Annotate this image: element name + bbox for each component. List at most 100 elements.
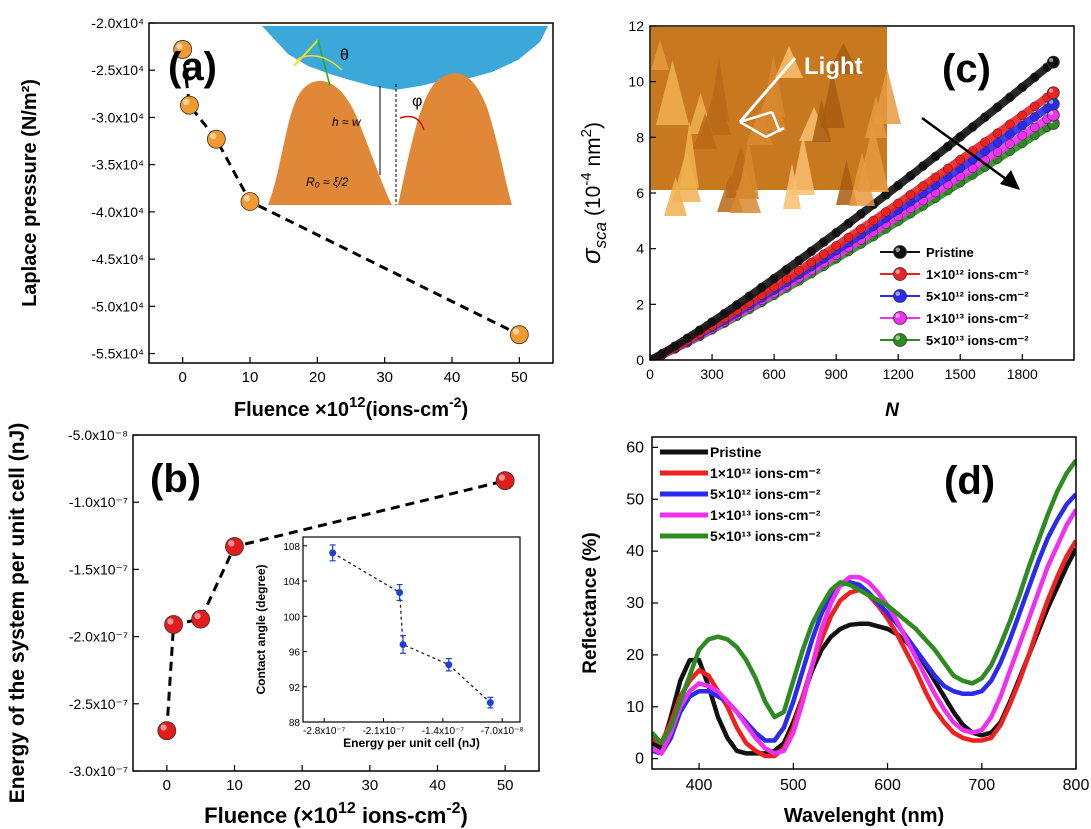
series-marker-c-0-52 bbox=[967, 122, 978, 132]
panel-label-b: (b) bbox=[150, 457, 201, 501]
x-tick-label-a-3: 30 bbox=[376, 369, 393, 386]
y-tick-label-d-1: 10 bbox=[626, 699, 644, 716]
series-group-c bbox=[650, 55, 1060, 360]
series-marker-c-3-60 bbox=[1017, 130, 1028, 141]
legend-label-c-1: 1×10¹² ions-cm⁻² bbox=[926, 267, 1029, 282]
texture-peak-17 bbox=[820, 71, 845, 128]
series-marker-c-0-4 bbox=[670, 341, 680, 351]
legend-label-d-0: Pristine bbox=[710, 444, 762, 460]
y-axis-label-d: Reflectance (%) bbox=[580, 532, 601, 674]
series-group-d bbox=[652, 458, 1076, 759]
series-marker-c-0-0 bbox=[650, 355, 655, 360]
r0-label: R₀ ≈ ξ/2 bbox=[306, 175, 349, 189]
y-tick-label-c-6: 12 bbox=[628, 18, 644, 34]
series-marker-c-0-48 bbox=[943, 141, 953, 152]
x-tick-label-a-1: 10 bbox=[242, 369, 259, 386]
series-marker-c-1-38 bbox=[881, 207, 891, 217]
y-tick-label-a-2: -3.0x10⁴ bbox=[91, 109, 144, 125]
point-b-1-highlight bbox=[167, 618, 174, 625]
series-end-c-3-highlight bbox=[1049, 110, 1054, 116]
x-tick-label-a-2: 20 bbox=[309, 369, 326, 386]
x-tick-label-d-4: 800 bbox=[1063, 777, 1090, 794]
y-axis-label-b: Energy of the system per unit cell (nJ) bbox=[6, 423, 29, 803]
series-marker-c-1-46 bbox=[930, 172, 941, 183]
series-marker-c-0-62 bbox=[1029, 72, 1040, 83]
inset-x-axis-label: Energy per unit cell (nJ) bbox=[343, 736, 480, 750]
x-tick-label-a-0: 0 bbox=[178, 369, 186, 386]
x-tick-label-a-4: 40 bbox=[444, 369, 461, 386]
inset-schematic: θ φ h ≈ w R₀ ≈ ξ/2 bbox=[262, 26, 548, 205]
trend-arrow-line bbox=[921, 116, 1011, 184]
inset-x-tick-label-2: -1.4x10⁻⁷ bbox=[422, 726, 465, 737]
texture-peak-5 bbox=[836, 160, 857, 205]
texture-peak-26 bbox=[693, 113, 717, 149]
inset-point-4 bbox=[486, 699, 494, 707]
series-marker-c-3-56 bbox=[992, 147, 1003, 157]
point-a-3 bbox=[240, 192, 260, 211]
y-tick-label-d-5: 50 bbox=[626, 491, 644, 508]
x-tick-label-c-1: 300 bbox=[700, 366, 724, 382]
series-line-b bbox=[165, 479, 506, 731]
theta-arc bbox=[295, 55, 343, 71]
theta-ray-yellow bbox=[293, 39, 319, 67]
series-marker-c-1-32 bbox=[843, 232, 854, 243]
series-line-d-3 bbox=[652, 508, 1076, 756]
texture-peak-13 bbox=[672, 149, 701, 202]
theta-label: θ bbox=[340, 47, 349, 64]
series-marker-c-2-62 bbox=[1029, 112, 1040, 122]
legend-marker-c-3 bbox=[893, 311, 907, 325]
series-line-d-1 bbox=[652, 539, 1076, 759]
light-arrow-scatter bbox=[739, 110, 785, 139]
series-marker-c-3-62 bbox=[1029, 122, 1040, 133]
panel-c: Light 0 300 600 900 1200 1500 1800 0 2 4 6 8 10 12 Pris… bbox=[576, 18, 1075, 421]
legend-marker-c-3-highlight bbox=[895, 313, 900, 318]
y-tick-label-d-3: 30 bbox=[626, 595, 644, 612]
x-tick-label-b-5: 50 bbox=[497, 777, 514, 794]
series-marker-c-0-14 bbox=[732, 300, 742, 310]
point-b-3-highlight bbox=[228, 540, 235, 547]
series-end-c-1 bbox=[1046, 86, 1060, 100]
h-label: h ≈ w bbox=[332, 115, 362, 129]
series-marker-c-1-28 bbox=[818, 249, 829, 259]
light-arrow-main bbox=[738, 57, 797, 123]
series-marker-c-0-24 bbox=[794, 255, 804, 266]
point-b-2 bbox=[191, 609, 211, 629]
panel-label-c: (c) bbox=[942, 47, 991, 91]
x-tick-label-d-3: 700 bbox=[968, 777, 995, 794]
series-marker-c-1-58 bbox=[1005, 119, 1015, 130]
trend-arrow-head bbox=[1000, 170, 1020, 190]
x-axis-label-b: Fluence (×1012 ions-cm-2) bbox=[204, 800, 468, 828]
panel-d: 400 500 600 700 800 0 10 20 30 40 50 60 Pristine 1×10… bbox=[580, 436, 1090, 827]
x-tick-label-b-1: 10 bbox=[226, 777, 243, 794]
series-marker-c-1-60 bbox=[1017, 110, 1028, 121]
legend-marker-c-4-highlight bbox=[895, 335, 900, 340]
phi-label: φ bbox=[412, 93, 422, 110]
point-b-1 bbox=[164, 615, 184, 634]
point-a-2-highlight bbox=[210, 132, 217, 140]
series-marker-c-0-56 bbox=[992, 102, 1003, 112]
point-a-1 bbox=[179, 95, 199, 115]
point-a-2 bbox=[206, 129, 226, 149]
series-marker-c-0-2 bbox=[657, 348, 668, 359]
texture-peak-22 bbox=[775, 46, 803, 78]
point-b-2-highlight bbox=[194, 612, 201, 620]
inset-y-tick-label-1: 92 bbox=[289, 683, 301, 694]
series-marker-c-1-40 bbox=[893, 198, 903, 209]
series-end-c-0-highlight bbox=[1049, 57, 1054, 63]
y-axis-label-c: σsca (10-4 nm2) bbox=[576, 122, 610, 264]
series-marker-c-0-16 bbox=[744, 291, 755, 302]
x-tick-label-d-0: 400 bbox=[686, 777, 713, 794]
x-tick-label-b-2: 20 bbox=[294, 777, 311, 794]
legend-label-d-2: 5×10¹² ions-cm⁻² bbox=[710, 486, 821, 502]
y-tick-label-c-4: 8 bbox=[636, 129, 644, 145]
series-marker-c-1-48 bbox=[943, 163, 953, 174]
x-tick-label-b-3: 30 bbox=[361, 777, 378, 794]
y-tick-label-a-7: -5.5x10⁴ bbox=[91, 346, 144, 362]
panel-label-d: (d) bbox=[944, 459, 995, 503]
legend-d: Pristine 1×10¹² ions-cm⁻² 5×10¹² ions-cm⁻²… bbox=[660, 444, 821, 544]
inset-point-2 bbox=[399, 640, 407, 648]
y-tick-label-b-2: -1.5x10⁻⁷ bbox=[69, 561, 128, 577]
inset-y-tick-label-5: 108 bbox=[283, 542, 300, 553]
series-marker-c-1-50 bbox=[955, 155, 965, 165]
